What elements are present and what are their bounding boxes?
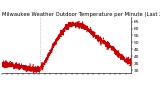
Text: Milwaukee Weather Outdoor Temperature per Minute (Last 24 Hours): Milwaukee Weather Outdoor Temperature pe… [2, 12, 160, 17]
